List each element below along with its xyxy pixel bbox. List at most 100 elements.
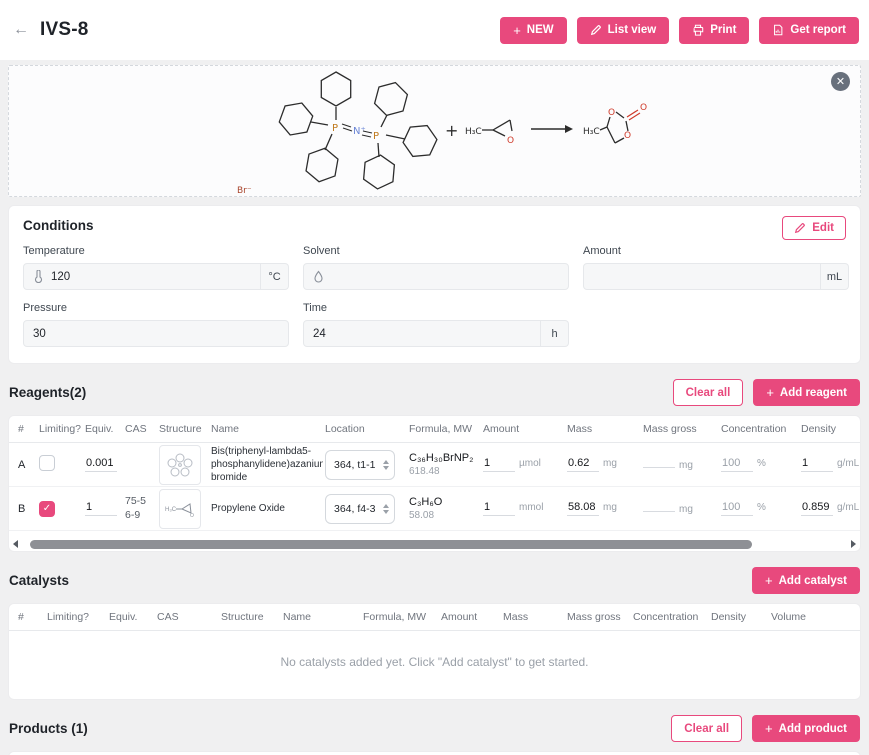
stepper-icon[interactable]	[383, 459, 389, 470]
conditions-title: Conditions	[23, 218, 94, 233]
svg-text:O: O	[190, 513, 194, 519]
page-title: IVS-8	[40, 19, 89, 40]
catalysts-table: # Limiting? Equiv. CAS Structure Name Formu…	[8, 603, 861, 700]
structure-thumbnail[interactable]	[159, 444, 201, 485]
scrollbar-thumb[interactable]	[30, 539, 753, 549]
svg-text:O: O	[608, 108, 615, 118]
location-select[interactable]: 364, f4-3	[325, 493, 395, 524]
plus-icon: +	[765, 573, 773, 588]
svg-text:N⁺: N⁺	[353, 126, 366, 137]
products-clear-all-button[interactable]: Clear all	[671, 715, 743, 742]
cas-value	[123, 463, 157, 467]
plus-icon: +	[513, 22, 521, 38]
amount-field[interactable]: 1	[483, 457, 515, 472]
svg-text:+: +	[445, 121, 458, 140]
time-field: Time 24 h	[303, 302, 569, 347]
concentration-field[interactable]: 100	[721, 501, 753, 516]
reagent-name: Bis(triphenyl-lambda5-phosphanylidene)az…	[211, 446, 323, 483]
table-row: A 0.001 Bis(triphenyl-lambda5-phosphanyl…	[9, 443, 860, 487]
equiv-field[interactable]: 1	[85, 501, 117, 516]
bromide-counterion-label: Br⁻	[237, 186, 252, 196]
solvent-input[interactable]	[303, 263, 569, 290]
svg-text:O: O	[507, 136, 514, 146]
top-bar: ← IVS-8 + NEW List view Print Get report	[0, 0, 869, 60]
scroll-left-icon[interactable]	[13, 540, 18, 548]
pencil-icon	[794, 222, 806, 234]
molecular-weight: 618.48	[409, 466, 440, 477]
pencil-icon	[590, 24, 602, 36]
conditions-card: Conditions Edit Temperature 120 °C Solve…	[8, 205, 861, 364]
reaction-scheme[interactable]: P N⁺ P Br⁻ + H₃C O H₃C O O O ✕	[8, 65, 861, 197]
printer-icon	[692, 24, 704, 36]
location-select[interactable]: 364, t1-1	[325, 449, 395, 480]
products-header: Products (1) Clear all + Add product	[9, 715, 860, 742]
mass-gross-field[interactable]	[643, 465, 675, 468]
amount-field: Amount mL	[583, 245, 849, 290]
concentration-field[interactable]: 100	[721, 457, 753, 472]
stepper-icon[interactable]	[383, 503, 389, 514]
thermometer-icon	[33, 270, 44, 283]
pressure-field: Pressure 30	[23, 302, 289, 347]
back-arrow-icon[interactable]: ←	[13, 21, 29, 38]
list-view-button[interactable]: List view	[576, 16, 670, 44]
add-catalyst-button[interactable]: + Add catalyst	[752, 567, 860, 594]
reagent-name: Propylene Oxide	[211, 503, 285, 514]
plus-icon: +	[765, 721, 773, 736]
catalysts-empty-state: No catalysts added yet. Click "Add catal…	[280, 655, 589, 669]
pressure-input[interactable]: 30	[23, 320, 289, 347]
print-button[interactable]: Print	[679, 16, 750, 44]
svg-text:O: O	[640, 103, 647, 113]
plus-icon: +	[766, 385, 774, 400]
catalysts-title: Catalysts	[9, 573, 70, 588]
svg-text:H₃C: H₃C	[165, 507, 177, 513]
molecular-weight: 58.08	[409, 510, 435, 521]
density-field[interactable]: 0.859	[801, 501, 833, 516]
report-icon	[772, 24, 784, 36]
reagents-table-header: # Limiting? Equiv. CAS Structure Name Locat…	[9, 416, 860, 443]
temperature-input[interactable]: 120	[23, 263, 261, 290]
amount-input[interactable]	[583, 263, 821, 290]
svg-text:H₃C: H₃C	[583, 127, 600, 137]
add-reagent-button[interactable]: + Add reagent	[753, 379, 860, 406]
catalysts-header: Catalysts + Add catalyst	[9, 567, 860, 594]
reaction-drawing: P N⁺ P Br⁻ + H₃C O H₃C O O O	[237, 71, 647, 196]
cas-value: 75-56-9	[125, 495, 147, 521]
svg-text:O: O	[624, 131, 631, 141]
mass-gross-field[interactable]	[643, 509, 675, 512]
equiv-field[interactable]: 0.001	[85, 457, 117, 472]
solvent-field: Solvent	[303, 245, 569, 290]
reagents-clear-all-button[interactable]: Clear all	[672, 379, 744, 406]
get-report-button[interactable]: Get report	[759, 16, 859, 44]
mass-field[interactable]: 0.62	[567, 457, 599, 472]
molecule-thumb-icon	[167, 453, 193, 476]
scroll-right-icon[interactable]	[851, 540, 856, 548]
time-unit: h	[541, 320, 569, 347]
row-id: A	[18, 458, 26, 471]
reagents-table: # Limiting? Equiv. CAS Structure Name Locat…	[8, 415, 861, 552]
amount-field[interactable]: 1	[483, 501, 515, 516]
molecule-thumb-icon: H₃C O	[165, 502, 194, 519]
formula: C₃H₆O	[409, 496, 443, 508]
structure-thumbnail[interactable]: H₃C O	[159, 488, 201, 529]
scrollbar-track[interactable]	[24, 539, 845, 549]
svg-text:H₃C: H₃C	[465, 127, 482, 137]
svg-text:P: P	[373, 131, 379, 142]
catalysts-table-header: # Limiting? Equiv. CAS Structure Name Formu…	[9, 604, 860, 631]
formula: C₃₆H₃₀BrNP₂	[409, 452, 474, 464]
row-id: B	[18, 502, 26, 515]
density-field[interactable]: 1	[801, 457, 833, 472]
horizontal-scrollbar[interactable]	[9, 537, 860, 551]
close-icon[interactable]: ✕	[831, 72, 850, 91]
limiting-checkbox[interactable]	[39, 455, 55, 471]
new-button[interactable]: + NEW	[500, 16, 567, 44]
mass-field[interactable]: 58.08	[567, 501, 599, 516]
time-input[interactable]: 24	[303, 320, 541, 347]
table-row: B 1 75-56-9 H₃C O Propylene Oxide 364, f…	[9, 487, 860, 531]
edit-conditions-button[interactable]: Edit	[782, 216, 846, 240]
reagents-title: Reagents(2)	[9, 385, 87, 400]
amount-unit: mL	[821, 263, 849, 290]
add-product-button[interactable]: + Add product	[752, 715, 860, 742]
limiting-checkbox[interactable]	[39, 500, 55, 517]
reagents-header: Reagents(2) Clear all + Add reagent	[9, 379, 860, 406]
